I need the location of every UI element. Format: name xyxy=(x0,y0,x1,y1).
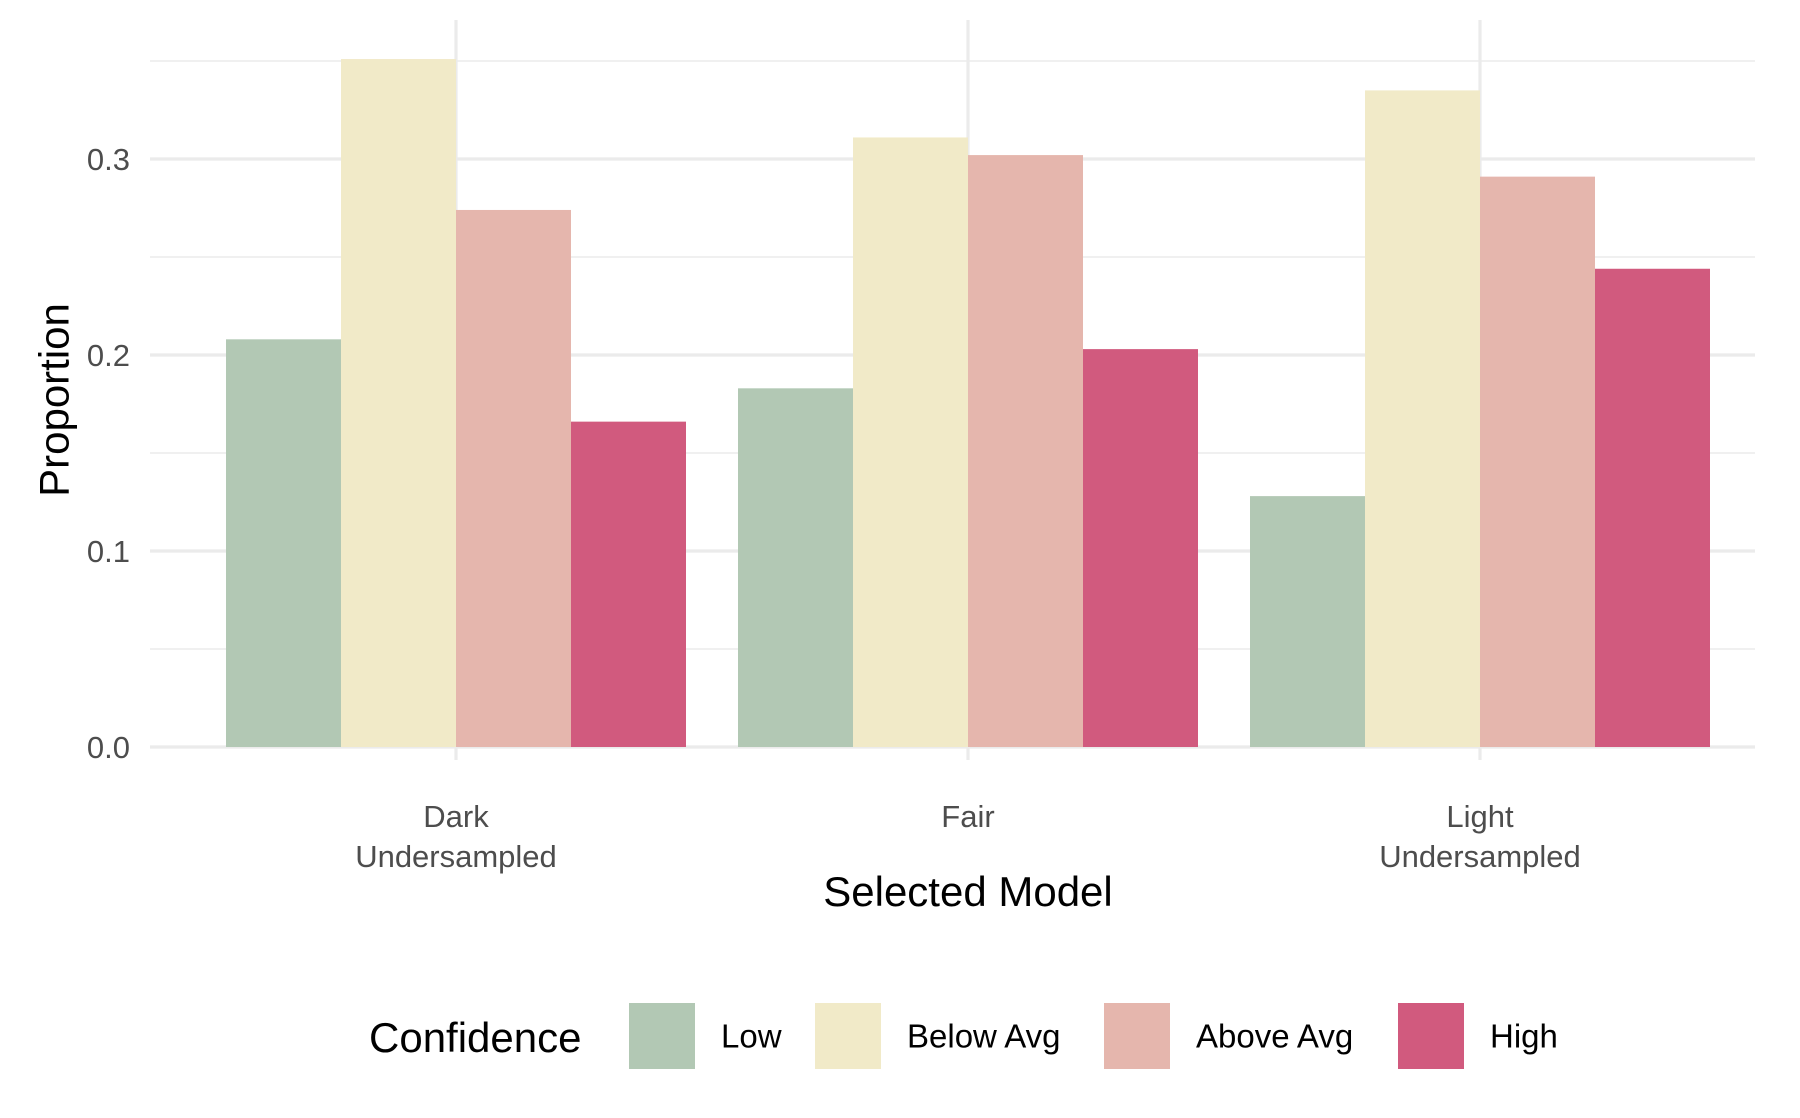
bar-fair-above-avg xyxy=(968,155,1083,747)
legend-label-high: High xyxy=(1490,1018,1558,1055)
y-tick-label: 0.0 xyxy=(87,730,130,765)
legend-key-below-avg xyxy=(815,1003,881,1069)
y-axis-title: Proportion xyxy=(31,303,78,497)
legend-title: Confidence xyxy=(369,1014,581,1061)
legend-key-low xyxy=(629,1003,695,1069)
x-tick-label: Light Undersampled xyxy=(1379,799,1581,874)
legend-label-above-avg: Above Avg xyxy=(1196,1018,1353,1055)
bar-light-undersampled-low xyxy=(1250,496,1365,747)
bar-dark-undersampled-high xyxy=(571,421,686,747)
bar-fair-low xyxy=(738,388,853,747)
y-tick-label: 0.2 xyxy=(87,338,130,373)
bar-fair-below-avg xyxy=(853,137,968,747)
y-tick-label: 0.1 xyxy=(87,534,130,569)
legend-key-above-avg xyxy=(1104,1003,1170,1069)
y-axis-ticks: 0.0 0.1 0.2 0.3 xyxy=(87,142,130,765)
x-axis-title: Selected Model xyxy=(823,868,1113,915)
bars xyxy=(226,59,1710,748)
bar-fair-high xyxy=(1083,349,1198,747)
bar-light-undersampled-above-avg xyxy=(1480,176,1595,747)
legend-label-low: Low xyxy=(721,1018,782,1055)
bar-light-undersampled-high xyxy=(1595,268,1710,747)
bar-dark-undersampled-below-avg xyxy=(341,59,456,748)
legend: Confidence Low Below Avg Above Avg High xyxy=(369,1003,1558,1069)
y-tick-label: 0.3 xyxy=(87,142,130,177)
x-tick-label: Fair xyxy=(941,799,994,834)
bar-dark-undersampled-low xyxy=(226,339,341,747)
x-axis-ticks: Dark Undersampled Fair Light Undersampled xyxy=(355,799,1581,874)
x-tick-label: Dark Undersampled xyxy=(355,799,557,874)
bar-dark-undersampled-above-avg xyxy=(456,209,571,747)
legend-label-below-avg: Below Avg xyxy=(907,1018,1061,1055)
legend-key-high xyxy=(1398,1003,1464,1069)
bar-light-undersampled-below-avg xyxy=(1365,90,1480,747)
